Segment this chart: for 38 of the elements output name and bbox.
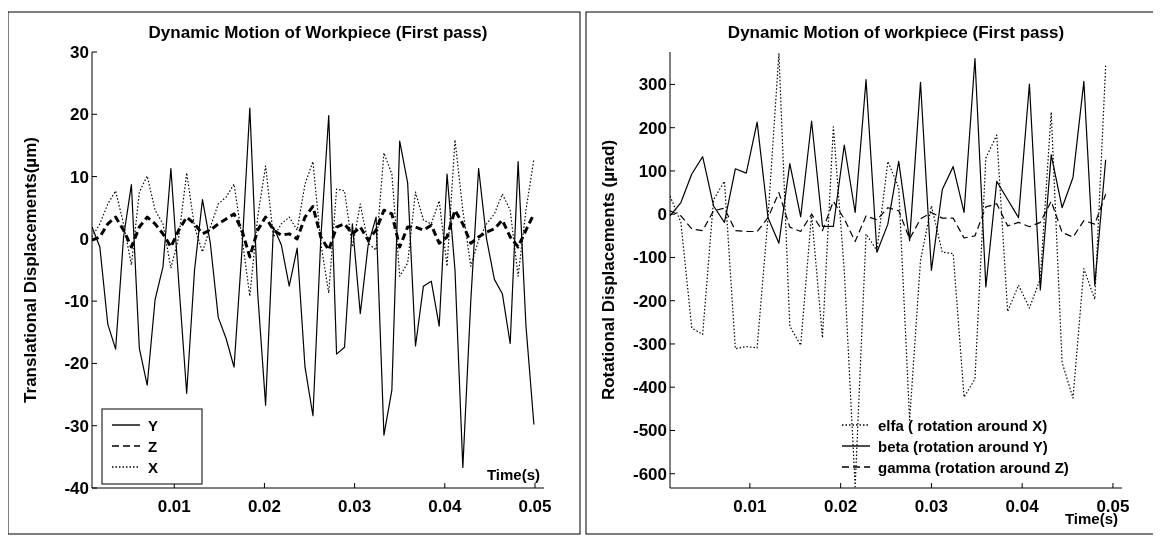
y-tick-label: -40 [64,479,89,498]
y-tick-label: -20 [64,354,89,374]
x-tick-label: 0.03 [914,497,948,516]
y-tick-label: -300 [632,334,667,354]
y-tick-label: 0 [657,205,667,225]
y-tick-label: -30 [64,416,89,436]
legend-label: beta (rotation around Y) [878,438,1048,455]
legend-label: Z [148,438,158,455]
chart-title: Dynamic Motion of workpiece (First pass) [727,23,1065,42]
x-tick-label: 0.04 [1005,497,1040,516]
y-tick-label: 10 [70,167,89,187]
y-tick-label: -400 [632,378,667,398]
y-axis-title: Rotational Displacements (µrad) [599,139,618,401]
x-tick-label: 0.02 [824,497,858,516]
x-tick-label: 0.02 [247,497,281,516]
y-tick-label: 200 [638,118,667,138]
x-tick-label: 0.04 [428,497,462,516]
legend-label: X [148,459,159,476]
y-tick-label: 0 [79,229,89,249]
y-tick-label: -200 [632,291,667,311]
y-tick-label: -600 [632,464,667,484]
x-tick-label: 0.05 [518,497,552,516]
chart-title: Dynamic Motion of Workpiece (First pass) [148,23,488,42]
legend-label: gamma (rotation around Z) [878,459,1069,476]
y-tick-label: 100 [638,161,667,181]
legend-label: elfa ( rotation around X) [878,417,1048,434]
y-tick-label: -500 [632,421,667,441]
x-tick-label: 0.01 [157,497,191,516]
x-axis-title: Time(s) [486,466,540,483]
legend-label: Y [148,417,159,434]
y-tick-label: 20 [70,105,89,125]
x-tick-label: 0.01 [733,497,767,516]
y-tick-label: 300 [638,75,667,95]
y-tick-label: 30 [70,43,89,62]
x-tick-label: 0.03 [338,497,372,516]
y-tick-label: -10 [64,292,89,312]
y-tick-label: -100 [632,248,667,268]
y-axis-title: Translational Displacements(µm) [21,137,40,403]
